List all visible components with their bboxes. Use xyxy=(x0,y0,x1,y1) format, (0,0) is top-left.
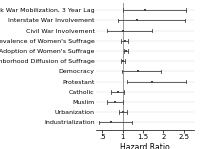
X-axis label: Hazard Ratio: Hazard Ratio xyxy=(120,143,170,149)
